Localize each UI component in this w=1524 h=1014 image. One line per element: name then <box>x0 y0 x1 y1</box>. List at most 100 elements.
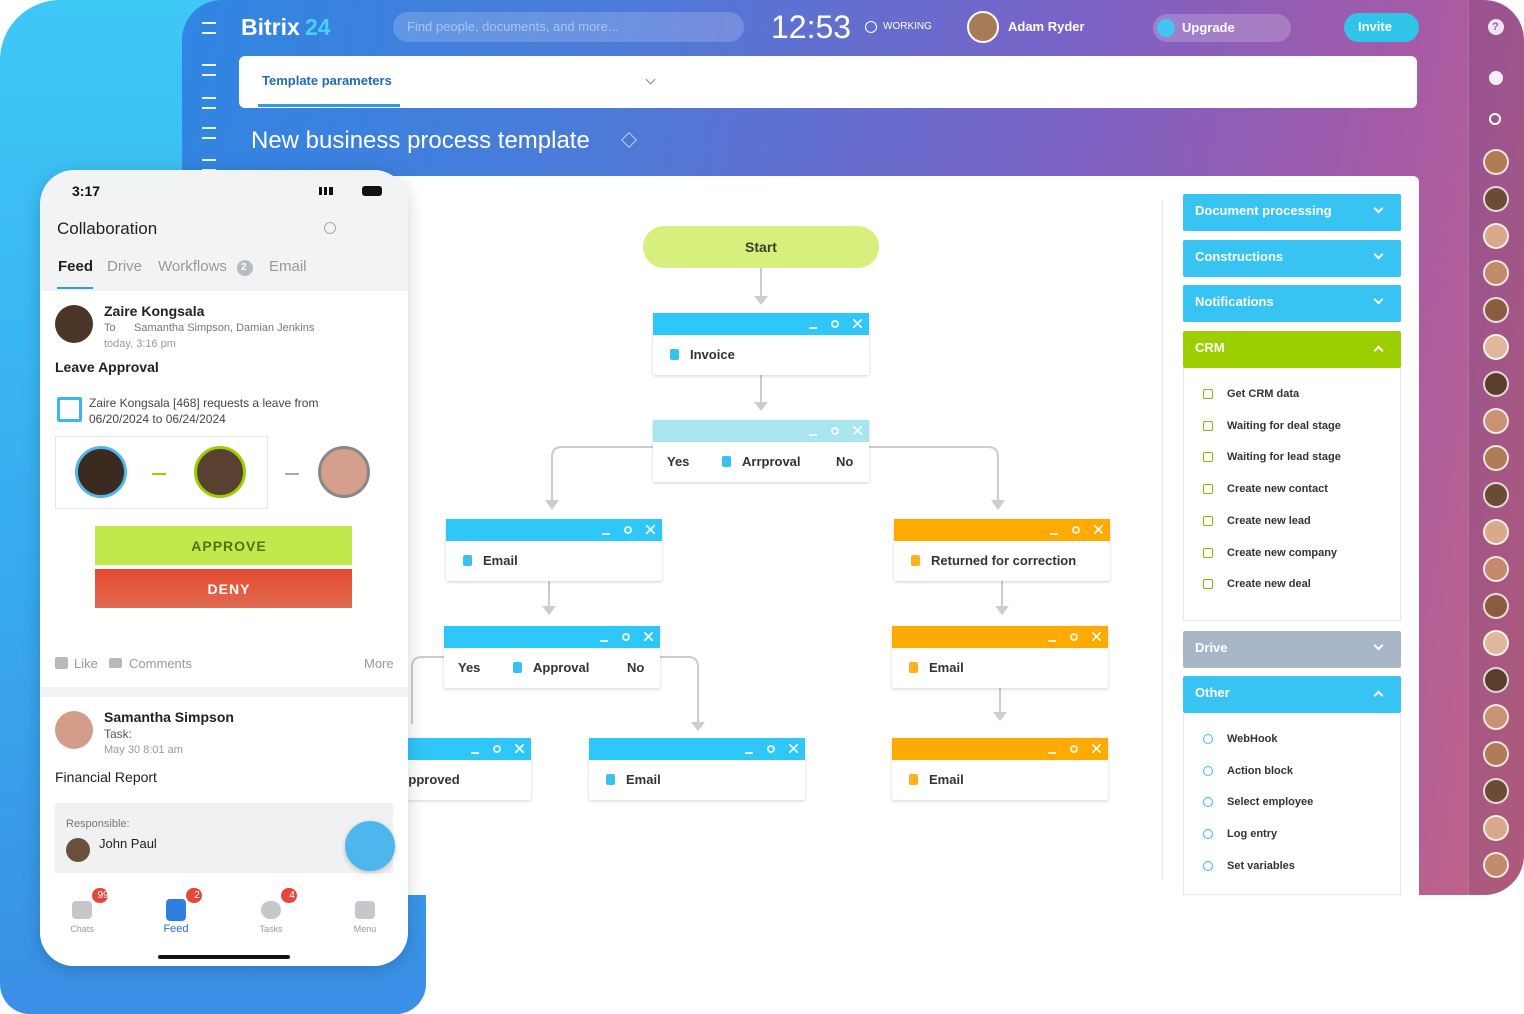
group-title[interactable]: Constructions <box>1195 249 1284 264</box>
node-label[interactable]: Email <box>626 772 661 787</box>
sidebar-item[interactable]: Action block <box>1227 764 1294 777</box>
nav-label[interactable]: Chats <box>70 924 94 934</box>
help-icon <box>1488 19 1504 35</box>
header-settings <box>493 745 501 753</box>
sidebar-item[interactable]: Create new deal <box>1227 578 1311 591</box>
node-label[interactable]: Invoice <box>690 347 735 362</box>
group-title[interactable]: Drive <box>1195 640 1228 655</box>
start-label[interactable]: Start <box>745 239 777 255</box>
post-author[interactable]: Samantha Simpson <box>104 709 234 725</box>
header-settings <box>622 633 630 641</box>
team-avatar <box>1483 223 1509 249</box>
author-avatar <box>55 711 93 749</box>
group-header[interactable] <box>1183 240 1401 277</box>
team-avatar <box>1483 519 1509 545</box>
tab-label[interactable]: Template parameters <box>262 73 392 88</box>
item-icon <box>1203 547 1213 558</box>
header-close <box>1092 744 1101 753</box>
team-avatar <box>1483 630 1509 656</box>
nav-badge <box>186 888 202 903</box>
comments[interactable]: Comments <box>129 656 192 671</box>
nav-label[interactable]: Feed <box>163 923 189 935</box>
item-icon <box>1203 734 1213 744</box>
user-avatar <box>967 11 999 43</box>
node-label[interactable]: Email <box>929 660 964 675</box>
nav-icon <box>202 64 216 76</box>
like-icon <box>55 657 68 669</box>
group-header[interactable] <box>1183 676 1401 713</box>
decision-label[interactable]: Arrproval <box>742 454 801 469</box>
node-label[interactable]: Email <box>929 772 964 787</box>
search-icon <box>1489 113 1501 125</box>
status-dot <box>865 21 877 33</box>
phone-tab[interactable]: Email <box>269 258 307 275</box>
node-label[interactable]: Email <box>483 553 518 568</box>
sidebar-item[interactable]: Select employee <box>1227 796 1314 809</box>
sidebar-item[interactable]: Waiting for lead stage <box>1227 451 1341 464</box>
header-settings <box>831 320 839 328</box>
group-title[interactable]: CRM <box>1195 340 1225 355</box>
node-label[interactable]: Approved <box>399 772 460 787</box>
header-minimize <box>1050 533 1058 535</box>
phone-tab[interactable]: Workflows <box>158 258 227 275</box>
approver-avatar <box>75 446 127 498</box>
post-to: To <box>104 322 116 334</box>
sidebar-item[interactable]: WebHook <box>1227 733 1278 745</box>
team-avatar <box>1483 334 1509 360</box>
header-close <box>853 319 862 328</box>
invite[interactable]: Invite <box>1358 19 1392 34</box>
header-settings <box>767 745 775 753</box>
group-header[interactable] <box>1183 631 1401 668</box>
more[interactable]: More <box>364 656 394 671</box>
group-title[interactable]: Notifications <box>1195 294 1274 309</box>
deny-button[interactable] <box>95 569 352 608</box>
responsible-label: Responsible: <box>66 818 130 830</box>
node-label[interactable]: Returned for correction <box>931 553 1077 568</box>
approve-button[interactable] <box>95 526 352 565</box>
header-settings <box>1072 526 1080 534</box>
approver-avatar <box>194 446 246 498</box>
node-header <box>894 519 1110 541</box>
group-header[interactable] <box>1183 285 1401 322</box>
search-placeholder[interactable]: Find people, documents, and more... <box>407 19 619 34</box>
like[interactable]: Like <box>74 656 98 671</box>
sidebar-item[interactable]: Create new contact <box>1227 483 1328 496</box>
upgrade-button <box>1153 14 1291 42</box>
sidebar-item[interactable]: Log entry <box>1227 828 1278 841</box>
group-header[interactable] <box>1183 194 1401 231</box>
nav-icon <box>355 901 375 919</box>
nav-label[interactable]: Menu <box>353 924 377 934</box>
upgrade[interactable]: Upgrade <box>1182 20 1235 35</box>
signal <box>319 187 333 195</box>
post-author[interactable]: Zaire Kongsala <box>104 303 205 319</box>
group-header[interactable] <box>1183 331 1401 368</box>
sidebar-item[interactable]: Create new lead <box>1227 514 1311 527</box>
sidebar-item[interactable]: Create new company <box>1227 546 1338 559</box>
user-name[interactable]: Adam Ryder <box>1008 19 1085 34</box>
header-minimize <box>1048 752 1056 754</box>
header-minimize <box>471 752 479 754</box>
approve-label[interactable]: APPROVE <box>191 538 267 554</box>
phone-tab[interactable]: Drive <box>107 258 143 275</box>
group-title[interactable]: Other <box>1195 685 1230 700</box>
nav-icon <box>202 22 216 34</box>
sidebar-item[interactable]: Get CRM data <box>1227 388 1300 400</box>
edit-button[interactable] <box>345 821 395 871</box>
tab-badge <box>237 260 253 276</box>
item-icon <box>1203 860 1213 871</box>
header-settings <box>1070 745 1078 753</box>
phone-tab[interactable]: Feed <box>58 258 94 275</box>
post-title: Leave Approval <box>55 359 159 375</box>
deny-label[interactable]: DENY <box>207 581 251 597</box>
node-header <box>589 738 805 760</box>
node-header <box>892 738 1108 760</box>
decision-label[interactable]: Approval <box>533 660 590 675</box>
sidebar-item[interactable]: Waiting for deal stage <box>1227 419 1341 432</box>
help[interactable]: ? <box>1492 21 1499 33</box>
brand-suffix: 24 <box>305 14 331 40</box>
sidebar-item[interactable]: Set variables <box>1227 859 1295 872</box>
header-minimize <box>1048 640 1056 642</box>
group-title[interactable]: Document processing <box>1195 203 1332 218</box>
nav-label[interactable]: Tasks <box>259 924 283 934</box>
